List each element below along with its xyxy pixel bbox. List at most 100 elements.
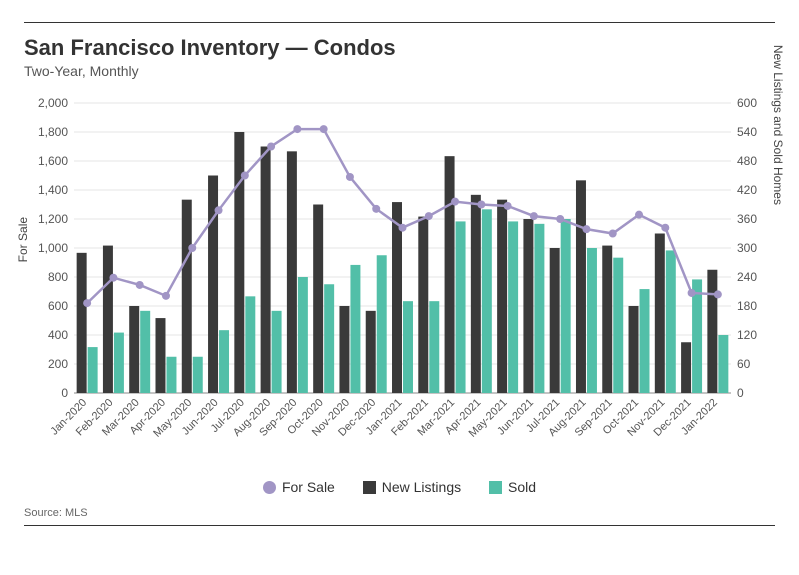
point-for-sale bbox=[556, 215, 564, 223]
svg-text:1,000: 1,000 bbox=[38, 241, 68, 255]
svg-text:600: 600 bbox=[48, 299, 68, 313]
bar-sold bbox=[587, 248, 597, 393]
legend-label-for-sale: For Sale bbox=[282, 479, 335, 495]
svg-text:120: 120 bbox=[737, 328, 757, 342]
y-axis-left-label: For Sale bbox=[16, 217, 30, 262]
chart-svg: 02004006008001,0001,2001,4001,6001,8002,… bbox=[24, 95, 775, 475]
bar-new-listings bbox=[602, 246, 612, 393]
bar-sold bbox=[245, 296, 255, 393]
svg-text:240: 240 bbox=[737, 270, 757, 284]
point-for-sale bbox=[582, 225, 590, 233]
svg-text:1,400: 1,400 bbox=[38, 183, 68, 197]
legend-swatch-sold bbox=[489, 481, 502, 494]
bar-sold bbox=[613, 258, 623, 393]
bar-new-listings bbox=[77, 253, 87, 393]
point-for-sale bbox=[293, 125, 301, 133]
point-for-sale bbox=[83, 299, 91, 307]
page-title: San Francisco Inventory — Condos bbox=[24, 35, 775, 61]
point-for-sale bbox=[215, 206, 223, 214]
bar-new-listings bbox=[550, 248, 560, 393]
bar-sold bbox=[403, 301, 413, 393]
top-rule bbox=[24, 22, 775, 23]
bar-sold bbox=[272, 311, 282, 393]
bar-new-listings bbox=[576, 180, 586, 393]
svg-text:1,800: 1,800 bbox=[38, 125, 68, 139]
bar-new-listings bbox=[261, 147, 271, 394]
svg-text:800: 800 bbox=[48, 270, 68, 284]
bar-sold bbox=[140, 311, 150, 393]
svg-text:540: 540 bbox=[737, 125, 757, 139]
bar-sold bbox=[718, 335, 728, 393]
svg-text:200: 200 bbox=[48, 357, 68, 371]
bar-sold bbox=[298, 277, 308, 393]
bar-new-listings bbox=[655, 234, 665, 394]
bar-new-listings bbox=[234, 132, 244, 393]
point-for-sale bbox=[688, 289, 696, 297]
bar-new-listings bbox=[707, 270, 717, 393]
bar-new-listings bbox=[471, 195, 481, 393]
svg-text:300: 300 bbox=[737, 241, 757, 255]
bar-new-listings bbox=[629, 306, 639, 393]
point-for-sale bbox=[451, 198, 459, 206]
bar-new-listings bbox=[418, 217, 428, 393]
svg-text:180: 180 bbox=[737, 299, 757, 313]
legend-label-new-listings: New Listings bbox=[382, 479, 461, 495]
legend-item-for-sale: For Sale bbox=[263, 479, 335, 495]
point-for-sale bbox=[714, 290, 722, 298]
page-subtitle: Two-Year, Monthly bbox=[24, 63, 775, 79]
bar-sold bbox=[561, 219, 571, 393]
bar-sold bbox=[166, 357, 176, 393]
legend-item-sold: Sold bbox=[489, 479, 536, 495]
svg-text:60: 60 bbox=[737, 357, 751, 371]
bar-new-listings bbox=[313, 205, 323, 394]
point-for-sale bbox=[241, 172, 249, 180]
point-for-sale bbox=[188, 244, 196, 252]
bar-sold bbox=[456, 221, 466, 393]
legend-label-sold: Sold bbox=[508, 479, 536, 495]
svg-text:600: 600 bbox=[737, 96, 757, 110]
legend-item-new-listings: New Listings bbox=[363, 479, 461, 495]
bar-new-listings bbox=[445, 156, 455, 393]
point-for-sale bbox=[109, 274, 117, 282]
bar-sold bbox=[429, 301, 439, 393]
bar-sold bbox=[640, 289, 650, 393]
svg-text:0: 0 bbox=[61, 386, 68, 400]
svg-text:360: 360 bbox=[737, 212, 757, 226]
bar-new-listings bbox=[497, 200, 507, 393]
point-for-sale bbox=[372, 205, 380, 213]
bar-sold bbox=[508, 221, 518, 393]
legend: For Sale New Listings Sold bbox=[24, 479, 775, 497]
point-for-sale bbox=[530, 212, 538, 220]
legend-swatch-new-listings bbox=[363, 481, 376, 494]
bar-new-listings bbox=[366, 311, 376, 393]
point-for-sale bbox=[267, 143, 275, 151]
bar-new-listings bbox=[129, 306, 139, 393]
bar-sold bbox=[377, 255, 387, 393]
svg-text:1,200: 1,200 bbox=[38, 212, 68, 226]
bar-sold bbox=[692, 279, 702, 393]
svg-text:480: 480 bbox=[737, 154, 757, 168]
bar-new-listings bbox=[182, 200, 192, 393]
point-for-sale bbox=[425, 212, 433, 220]
bar-sold bbox=[534, 224, 544, 393]
legend-swatch-for-sale bbox=[263, 481, 276, 494]
bar-sold bbox=[482, 209, 492, 393]
point-for-sale bbox=[609, 230, 617, 238]
bar-new-listings bbox=[155, 318, 165, 393]
bar-sold bbox=[666, 250, 676, 393]
bar-new-listings bbox=[523, 219, 533, 393]
bar-sold bbox=[114, 333, 124, 393]
point-for-sale bbox=[477, 201, 485, 209]
point-for-sale bbox=[661, 224, 669, 232]
svg-text:2,000: 2,000 bbox=[38, 96, 68, 110]
point-for-sale bbox=[320, 125, 328, 133]
bar-sold bbox=[193, 357, 203, 393]
chart-area: For Sale New Listings and Sold Homes 020… bbox=[24, 95, 775, 475]
bar-new-listings bbox=[681, 342, 691, 393]
point-for-sale bbox=[136, 281, 144, 289]
point-for-sale bbox=[346, 173, 354, 181]
point-for-sale bbox=[399, 224, 407, 232]
bar-new-listings bbox=[103, 246, 113, 393]
bar-sold bbox=[350, 265, 360, 393]
point-for-sale bbox=[504, 202, 512, 210]
